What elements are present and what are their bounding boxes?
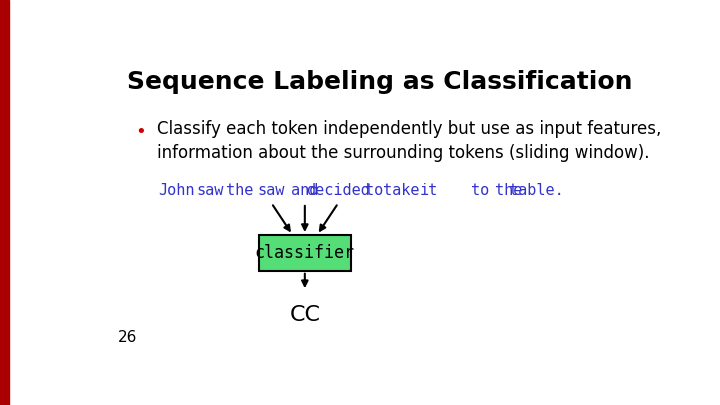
Text: classifier: classifier bbox=[255, 244, 355, 262]
Text: it: it bbox=[420, 183, 438, 198]
Text: information about the surrounding tokens (sliding window).: information about the surrounding tokens… bbox=[157, 144, 649, 162]
Text: take: take bbox=[383, 183, 420, 198]
Text: decided: decided bbox=[307, 183, 370, 198]
Text: to: to bbox=[472, 183, 490, 198]
Text: •: • bbox=[135, 124, 145, 141]
Text: the: the bbox=[495, 183, 522, 198]
Text: to: to bbox=[366, 183, 384, 198]
FancyBboxPatch shape bbox=[258, 235, 351, 271]
Text: the: the bbox=[226, 183, 253, 198]
Text: John: John bbox=[158, 183, 194, 198]
Text: and: and bbox=[291, 183, 318, 198]
Text: CC: CC bbox=[289, 305, 320, 325]
Text: table.: table. bbox=[509, 183, 564, 198]
Text: saw: saw bbox=[197, 183, 224, 198]
Text: saw: saw bbox=[258, 183, 285, 198]
Text: Sequence Labeling as Classification: Sequence Labeling as Classification bbox=[127, 70, 633, 94]
Text: Classify each token independently but use as input features,: Classify each token independently but us… bbox=[157, 120, 662, 139]
Text: 26: 26 bbox=[118, 330, 138, 345]
